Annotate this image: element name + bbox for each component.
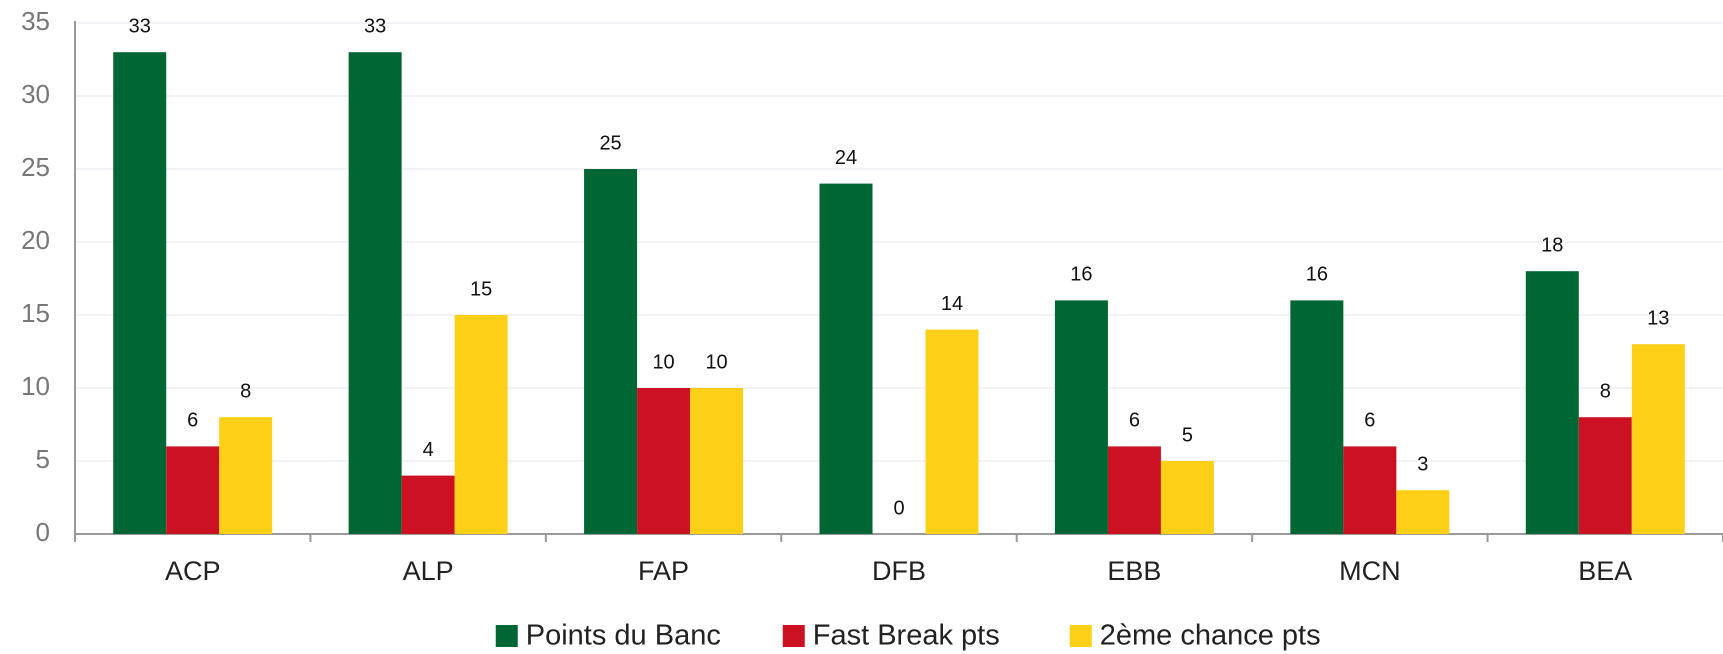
y-tick-label: 0	[36, 517, 50, 547]
bar	[1525, 271, 1579, 534]
data-label: 16	[1306, 264, 1328, 286]
bar	[1107, 446, 1161, 534]
x-tick-label: ALP	[403, 556, 454, 586]
bar	[1290, 300, 1344, 534]
bar	[1054, 300, 1108, 534]
data-label: 8	[1600, 380, 1611, 402]
y-tick-label: 20	[21, 225, 50, 255]
bar	[1343, 446, 1397, 534]
y-tick-label: 35	[21, 6, 50, 36]
data-label: 25	[599, 132, 621, 154]
x-tick-label: ACP	[165, 556, 221, 586]
data-label: 0	[893, 497, 904, 519]
legend-label: Points du Banc	[526, 620, 721, 652]
x-tick-label: EBB	[1107, 556, 1161, 586]
legend-swatch	[495, 625, 518, 647]
legend-label: 2ème chance pts	[1100, 620, 1321, 652]
bar	[819, 183, 873, 534]
data-label: 24	[835, 147, 857, 169]
legend-swatch	[1069, 625, 1092, 647]
x-tick-label: DFB	[872, 556, 926, 586]
data-label: 10	[652, 351, 674, 373]
data-label: 6	[1129, 410, 1140, 432]
bar	[584, 169, 638, 534]
data-label: 3	[1417, 453, 1428, 475]
bar	[401, 475, 455, 534]
data-label: 33	[129, 15, 151, 37]
data-label: 18	[1541, 234, 1563, 256]
bar	[1631, 344, 1685, 534]
data-label: 6	[1364, 410, 1375, 432]
legend-label: Fast Break pts	[813, 620, 1000, 652]
bar	[1160, 461, 1214, 534]
bar	[348, 52, 402, 534]
y-tick-label: 30	[21, 79, 50, 109]
y-tick-label: 15	[21, 298, 50, 328]
x-tick-label: MCN	[1339, 556, 1401, 586]
bar	[454, 315, 508, 534]
bar	[219, 417, 273, 534]
bar	[925, 329, 979, 534]
bar	[166, 446, 220, 534]
legend-swatch	[782, 625, 805, 647]
x-tick-label: BEA	[1578, 556, 1632, 586]
bar	[1396, 490, 1450, 534]
bar	[690, 388, 744, 534]
bar	[637, 388, 691, 534]
y-tick-label: 5	[36, 444, 50, 474]
bar	[1578, 417, 1632, 534]
data-label: 14	[941, 293, 963, 315]
bar	[113, 52, 167, 534]
x-tick-label: FAP	[638, 556, 689, 586]
y-tick-label: 25	[21, 152, 50, 182]
data-label: 33	[364, 15, 386, 37]
data-label: 10	[705, 351, 727, 373]
data-label: 5	[1182, 424, 1193, 446]
data-label: 15	[470, 278, 492, 300]
data-label: 4	[423, 439, 434, 461]
data-label: 16	[1070, 264, 1092, 286]
data-label: 8	[240, 380, 251, 402]
data-label: 6	[187, 410, 198, 432]
y-tick-label: 10	[21, 371, 50, 401]
data-label: 13	[1647, 307, 1669, 329]
